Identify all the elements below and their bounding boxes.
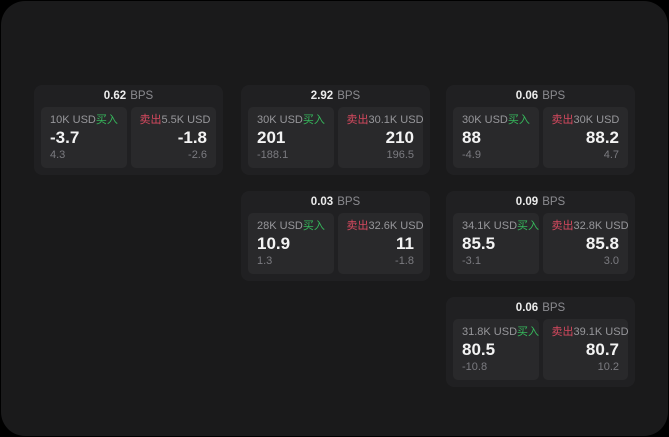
sell-notional: 32.6K USD <box>368 220 424 232</box>
buy-panel[interactable]: 28K USD 买入 10.9 1.3 <box>248 213 334 274</box>
quote-panels: 30K USD 买入 88 -4.9 卖出 30K USD 88.2 4.7 <box>453 107 628 168</box>
sell-change: 3.0 <box>603 255 619 267</box>
sell-change: 10.2 <box>597 361 619 373</box>
buy-notional: 31.8K USD <box>462 326 518 338</box>
quote-card: 0.06 BPS 31.8K USD 买入 80.5 -10.8 卖出 39.1… <box>446 297 635 387</box>
sell-panel[interactable]: 卖出 39.1K USD 80.7 10.2 <box>542 319 629 380</box>
buy-change: 4.3 <box>50 149 66 161</box>
buy-side-label: 买入 <box>302 114 325 126</box>
buy-side-label: 买入 <box>517 326 540 338</box>
buy-notional: 10K USD <box>50 114 96 126</box>
buy-notional: 28K USD <box>257 220 303 232</box>
sell-panel[interactable]: 卖出 30K USD 88.2 4.7 <box>542 107 628 168</box>
buy-change: -3.1 <box>462 255 481 267</box>
sell-notional: 30K USD <box>573 114 620 126</box>
sell-price: -1.8 <box>177 127 207 147</box>
buy-price: -3.7 <box>50 127 80 147</box>
buy-notional: 34.1K USD <box>462 220 518 232</box>
sell-panel[interactable]: 卖出 5.5K USD -1.8 -2.6 <box>130 107 216 168</box>
card-header: 0.06 BPS <box>446 85 635 107</box>
buy-price: 80.5 <box>462 339 496 359</box>
buy-price: 85.5 <box>462 233 496 253</box>
sell-change: 196.5 <box>386 149 414 161</box>
bps-value: 0.03 <box>310 196 334 208</box>
sell-side-label: 卖出 <box>346 220 369 232</box>
buy-panel[interactable]: 10K USD 买入 -3.7 4.3 <box>41 107 127 168</box>
bps-unit-label: BPS <box>337 90 361 102</box>
sell-price: 85.8 <box>585 233 619 253</box>
quote-panels: 10K USD 买入 -3.7 4.3 卖出 5.5K USD -1.8 -2.… <box>41 107 216 168</box>
buy-side-label: 买入 <box>95 114 118 126</box>
sell-panel[interactable]: 卖出 32.6K USD 11 -1.8 <box>337 213 424 274</box>
buy-notional: 30K USD <box>462 114 508 126</box>
sell-price: 88.2 <box>585 127 619 147</box>
quote-panels: 34.1K USD 买入 85.5 -3.1 卖出 32.8K USD 85.8… <box>453 213 629 274</box>
sell-side-label: 卖出 <box>551 326 574 338</box>
buy-price: 10.9 <box>257 233 291 253</box>
quote-card: 0.06 BPS 30K USD 买入 88 -4.9 卖出 30K USD 8… <box>446 85 635 175</box>
sell-notional: 32.8K USD <box>573 220 629 232</box>
buy-price: 88 <box>462 127 481 147</box>
buy-change: -4.9 <box>462 149 481 161</box>
bps-value: 0.06 <box>515 90 539 102</box>
bps-unit-label: BPS <box>542 302 566 314</box>
quote-card: 0.03 BPS 28K USD 买入 10.9 1.3 卖出 32.6K US… <box>241 191 430 281</box>
buy-change: 1.3 <box>257 255 273 267</box>
card-header: 2.92 BPS <box>241 85 430 107</box>
sell-change: 4.7 <box>603 149 619 161</box>
buy-panel[interactable]: 30K USD 买入 201 -188.1 <box>248 107 334 168</box>
buy-panel[interactable]: 34.1K USD 买入 85.5 -3.1 <box>453 213 539 274</box>
sell-panel[interactable]: 卖出 30.1K USD 210 196.5 <box>337 107 424 168</box>
buy-side-label: 买入 <box>517 220 540 232</box>
card-header: 0.06 BPS <box>446 297 635 319</box>
buy-side-label: 买入 <box>507 114 530 126</box>
quote-panels: 28K USD 买入 10.9 1.3 卖出 32.6K USD 11 -1.8 <box>248 213 424 274</box>
quote-panels: 30K USD 买入 201 -188.1 卖出 30.1K USD 210 1… <box>248 107 424 168</box>
buy-panel[interactable]: 30K USD 买入 88 -4.9 <box>453 107 539 168</box>
sell-side-label: 卖出 <box>139 114 162 126</box>
sell-side-label: 卖出 <box>551 114 574 126</box>
sell-change: -2.6 <box>188 149 207 161</box>
bps-unit-label: BPS <box>337 196 361 208</box>
sell-price: 80.7 <box>585 339 619 359</box>
bps-unit-label: BPS <box>542 90 566 102</box>
bps-value: 2.92 <box>310 90 334 102</box>
sell-side-label: 卖出 <box>551 220 574 232</box>
quote-card: 0.09 BPS 34.1K USD 买入 85.5 -3.1 卖出 32.8K… <box>446 191 635 281</box>
bps-value: 0.62 <box>103 90 127 102</box>
quote-card: 0.62 BPS 10K USD 买入 -3.7 4.3 卖出 5.5K USD… <box>34 85 223 175</box>
card-header: 0.62 BPS <box>34 85 223 107</box>
buy-change: -188.1 <box>257 149 289 161</box>
sell-price: 11 <box>396 233 414 253</box>
sell-price: 210 <box>385 127 414 147</box>
sell-side-label: 卖出 <box>346 114 369 126</box>
sell-panel[interactable]: 卖出 32.8K USD 85.8 3.0 <box>542 213 629 274</box>
bps-unit-label: BPS <box>130 90 154 102</box>
buy-notional: 30K USD <box>257 114 303 126</box>
bps-value: 0.06 <box>515 302 539 314</box>
card-header: 0.03 BPS <box>241 191 430 213</box>
quote-panels: 31.8K USD 买入 80.5 -10.8 卖出 39.1K USD 80.… <box>453 319 629 380</box>
quote-card: 2.92 BPS 30K USD 买入 201 -188.1 卖出 30.1K … <box>241 85 430 175</box>
card-header: 0.09 BPS <box>446 191 635 213</box>
bps-unit-label: BPS <box>542 196 566 208</box>
buy-price: 201 <box>257 127 286 147</box>
sell-change: -1.8 <box>395 255 414 267</box>
bps-value: 0.09 <box>515 196 539 208</box>
buy-side-label: 买入 <box>302 220 325 232</box>
sell-notional: 39.1K USD <box>573 326 629 338</box>
buy-change: -10.8 <box>462 361 488 373</box>
buy-panel[interactable]: 31.8K USD 买入 80.5 -10.8 <box>453 319 539 380</box>
sell-notional: 30.1K USD <box>368 114 424 126</box>
sell-notional: 5.5K USD <box>161 114 211 126</box>
